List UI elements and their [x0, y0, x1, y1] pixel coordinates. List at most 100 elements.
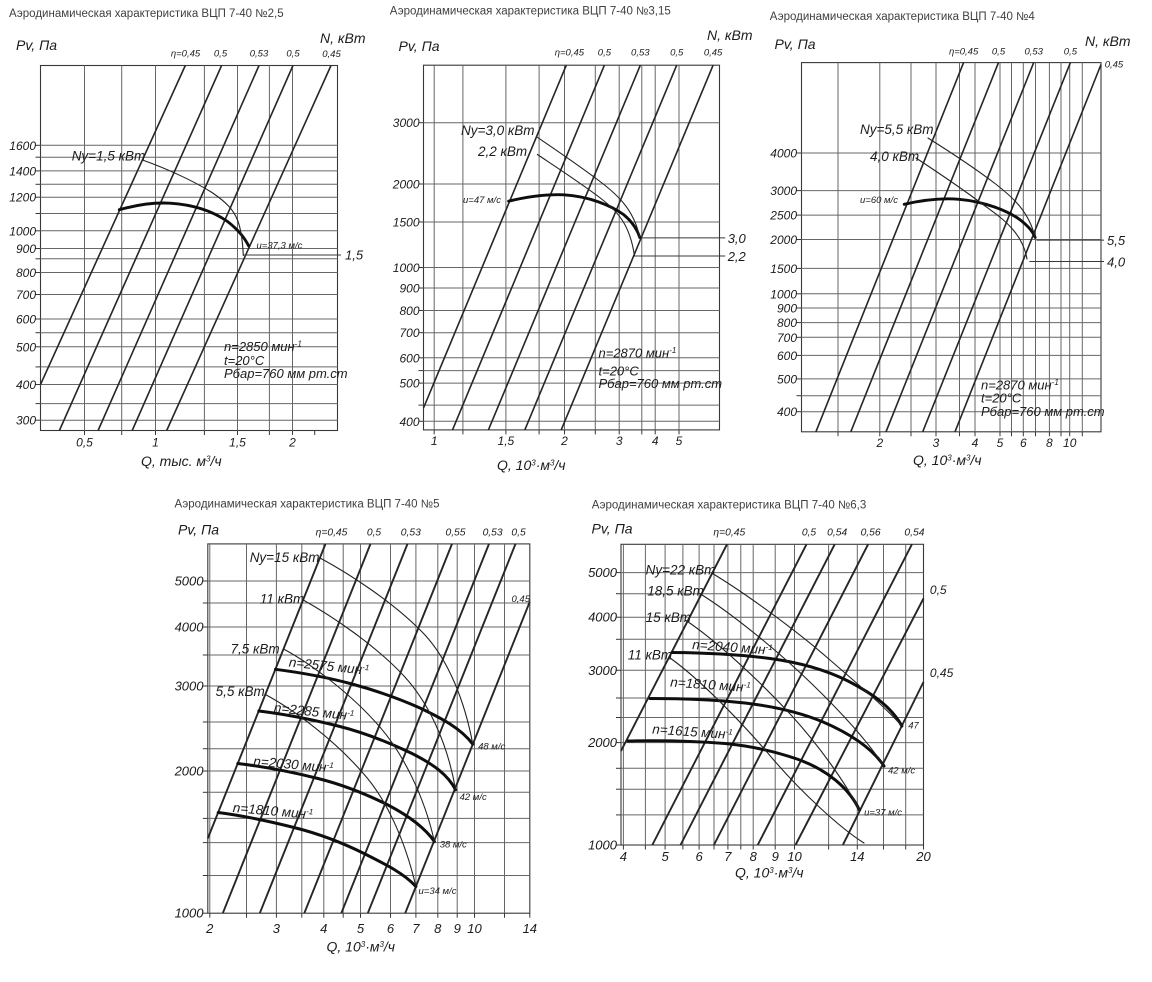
- svg-text:4: 4: [972, 436, 979, 450]
- svg-text:11 кВт: 11 кВт: [628, 648, 672, 663]
- svg-text:1,5: 1,5: [229, 436, 246, 450]
- svg-text:4000: 4000: [588, 610, 618, 625]
- svg-text:0,5: 0,5: [1064, 47, 1078, 58]
- svg-text:900: 900: [16, 242, 36, 256]
- svg-text:5: 5: [997, 436, 1004, 450]
- svg-text:300: 300: [16, 414, 36, 428]
- svg-text:800: 800: [399, 304, 419, 318]
- svg-text:η=0,45: η=0,45: [316, 528, 348, 539]
- svg-text:500: 500: [399, 377, 419, 391]
- svg-text:t=20°C: t=20°C: [224, 353, 265, 368]
- svg-text:1500: 1500: [770, 262, 797, 276]
- svg-text:500: 500: [777, 372, 797, 386]
- svg-text:8: 8: [434, 921, 442, 936]
- svg-text:2000: 2000: [587, 735, 618, 750]
- svg-text:2: 2: [560, 434, 568, 448]
- svg-text:Аэродинамическая характеристик: Аэродинамическая характеристика ВЦП 7-40…: [390, 6, 671, 18]
- svg-text:0,56: 0,56: [861, 527, 881, 538]
- svg-text:4,0: 4,0: [1107, 255, 1126, 270]
- svg-text:48 м/с: 48 м/с: [478, 742, 505, 753]
- svg-text:u=47 м/с: u=47 м/с: [463, 195, 501, 206]
- svg-text:1400: 1400: [9, 164, 36, 178]
- svg-text:11 кВт: 11 кВт: [260, 592, 304, 607]
- svg-text:Pv, Па: Pv, Па: [16, 37, 57, 53]
- svg-text:5: 5: [357, 921, 365, 936]
- svg-text:n=2030 мин-1: n=2030 мин-1: [253, 754, 335, 776]
- svg-text:2500: 2500: [769, 209, 797, 223]
- svg-text:Pv, Па: Pv, Па: [775, 36, 816, 52]
- svg-text:47: 47: [908, 721, 919, 732]
- svg-text:1: 1: [152, 436, 159, 450]
- svg-text:Ny=15 кВт: Ny=15 кВт: [250, 550, 320, 565]
- svg-text:7: 7: [412, 921, 420, 936]
- svg-text:N, кВт: N, кВт: [320, 30, 366, 46]
- svg-text:900: 900: [777, 302, 797, 316]
- svg-text:500: 500: [16, 340, 36, 354]
- svg-text:3: 3: [273, 921, 281, 936]
- svg-text:1500: 1500: [393, 216, 420, 230]
- svg-text:0,5: 0,5: [802, 527, 817, 538]
- svg-text:2000: 2000: [392, 178, 420, 192]
- svg-text:6: 6: [387, 921, 395, 936]
- svg-text:1000: 1000: [393, 261, 420, 275]
- svg-text:0,5: 0,5: [214, 49, 228, 60]
- svg-text:Pбар=760 мм рт.ст: Pбар=760 мм рт.ст: [224, 366, 348, 381]
- svg-text:n=1810 мин-1: n=1810 мин-1: [670, 675, 751, 696]
- svg-text:7: 7: [724, 849, 732, 864]
- svg-text:2,2: 2,2: [727, 249, 747, 264]
- svg-text:Ny=1,5 кВт: Ny=1,5 кВт: [72, 149, 146, 164]
- svg-text:600: 600: [777, 349, 797, 363]
- svg-text:0,5: 0,5: [930, 583, 947, 597]
- svg-text:Pv, Па: Pv, Па: [592, 521, 633, 537]
- svg-text:5: 5: [676, 434, 683, 448]
- svg-text:n=1810 мин-1: n=1810 мин-1: [232, 800, 314, 822]
- svg-text:10: 10: [787, 849, 802, 864]
- svg-text:0,5: 0,5: [76, 436, 93, 450]
- svg-text:3000: 3000: [175, 679, 205, 694]
- svg-text:5000: 5000: [588, 565, 618, 580]
- svg-text:Q, 103·м3/ч: Q, 103·м3/ч: [735, 865, 804, 881]
- svg-text:18,5 кВт: 18,5 кВт: [647, 584, 704, 599]
- svg-text:900: 900: [399, 282, 419, 296]
- svg-text:1000: 1000: [9, 224, 36, 238]
- svg-text:0,55: 0,55: [445, 528, 465, 539]
- svg-text:u=34 м/с: u=34 м/с: [419, 886, 457, 897]
- svg-text:42 м/с: 42 м/с: [460, 792, 487, 803]
- svg-text:38 м/с: 38 м/с: [440, 840, 467, 851]
- svg-text:800: 800: [777, 316, 797, 330]
- svg-text:5: 5: [661, 849, 669, 864]
- svg-text:7,5 кВт: 7,5 кВт: [231, 642, 280, 657]
- svg-text:400: 400: [777, 405, 797, 419]
- svg-text:η=0,45: η=0,45: [555, 48, 585, 59]
- svg-text:700: 700: [399, 326, 419, 340]
- svg-text:700: 700: [16, 288, 36, 302]
- svg-text:u=37,3 м/с: u=37,3 м/с: [257, 241, 303, 252]
- svg-text:6: 6: [1020, 436, 1027, 450]
- svg-text:0,5: 0,5: [670, 48, 684, 59]
- svg-text:42 м/с: 42 м/с: [888, 766, 915, 777]
- svg-text:Pv, Па: Pv, Па: [178, 522, 219, 538]
- svg-text:0,5: 0,5: [367, 528, 382, 539]
- svg-text:9: 9: [772, 849, 779, 864]
- svg-text:n=2850 мин-1: n=2850 мин-1: [224, 339, 302, 354]
- svg-text:10: 10: [467, 921, 482, 936]
- svg-text:2: 2: [875, 436, 883, 450]
- svg-text:1000: 1000: [175, 906, 205, 921]
- svg-text:t=20°C: t=20°C: [599, 364, 640, 379]
- svg-text:9: 9: [454, 921, 461, 936]
- svg-text:0,53: 0,53: [483, 528, 503, 539]
- svg-text:3000: 3000: [588, 663, 618, 678]
- svg-text:η=0,45: η=0,45: [171, 49, 201, 60]
- svg-text:0,5: 0,5: [598, 48, 612, 59]
- svg-text:Аэродинамическая характеристик: Аэродинамическая характеристика ВЦП 7-40…: [770, 11, 1036, 23]
- svg-text:1000: 1000: [588, 838, 618, 853]
- svg-text:n=2870 мин-1: n=2870 мин-1: [599, 346, 677, 361]
- svg-text:1,5: 1,5: [345, 248, 364, 263]
- svg-text:Pv, Па: Pv, Па: [399, 38, 440, 54]
- svg-text:2,2 кВт: 2,2 кВт: [477, 144, 527, 159]
- svg-text:Pбар=760 мм рт.ст: Pбар=760 мм рт.ст: [981, 404, 1105, 419]
- svg-text:4000: 4000: [175, 620, 205, 635]
- svg-text:20: 20: [915, 849, 931, 864]
- svg-text:600: 600: [16, 313, 36, 327]
- svg-text:N, кВт: N, кВт: [707, 27, 753, 43]
